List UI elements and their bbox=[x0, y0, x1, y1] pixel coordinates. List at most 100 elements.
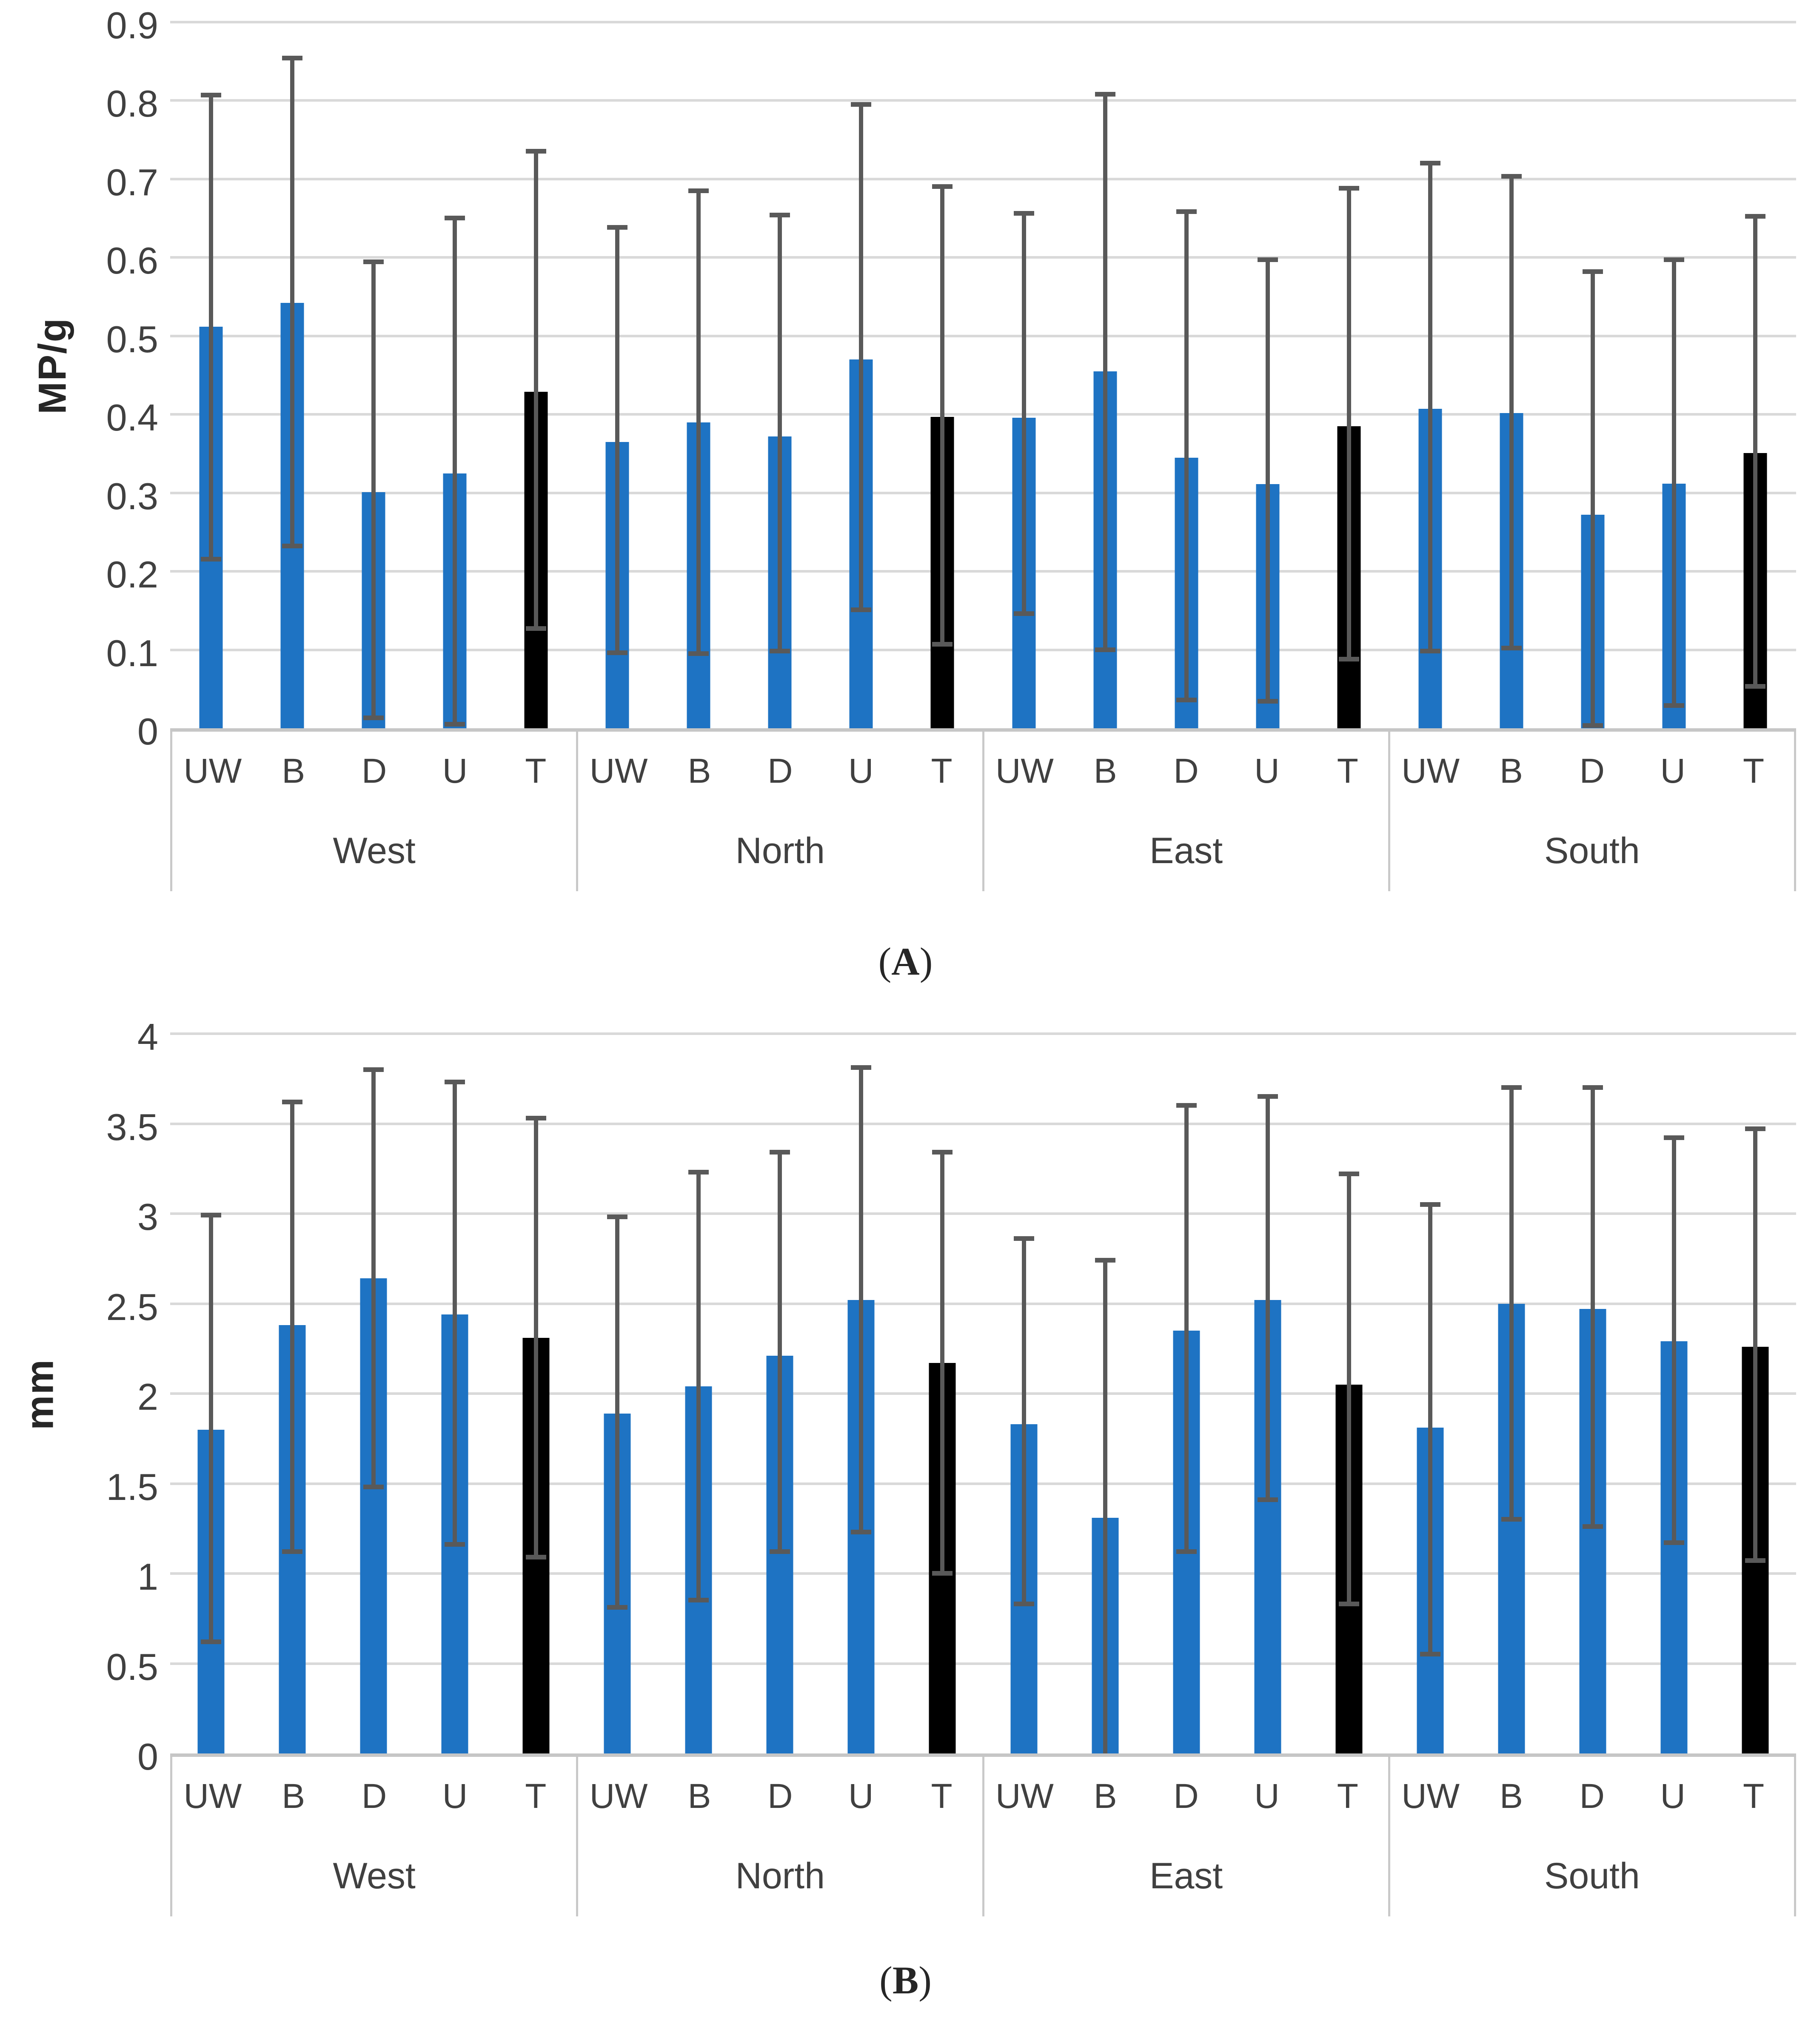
y-tick-label: 2 bbox=[137, 1376, 158, 1418]
error-bar-line bbox=[778, 215, 782, 652]
group-label: East bbox=[1149, 830, 1223, 871]
error-bar-line bbox=[1265, 1097, 1270, 1500]
category-label-row: UW B D U T bbox=[578, 1757, 982, 1836]
y-tick-label: 0.5 bbox=[106, 1645, 158, 1688]
error-bar-cap-bottom bbox=[525, 626, 546, 631]
error-bar-line bbox=[1265, 259, 1270, 702]
y-axis-title-box: mm bbox=[0, 1032, 64, 1757]
group-label: North bbox=[735, 1855, 825, 1896]
y-tick-label: 0.8 bbox=[106, 83, 158, 125]
y-tick-label: 1 bbox=[137, 1556, 158, 1598]
bar-slot-t bbox=[495, 22, 576, 728]
gridline bbox=[170, 413, 1796, 416]
bar-group-north bbox=[577, 1034, 984, 1753]
error-bar-cap-top bbox=[1013, 211, 1034, 216]
error-bar-line bbox=[1103, 94, 1107, 650]
plot-area bbox=[170, 1032, 1796, 1757]
error-bar-line bbox=[1753, 217, 1758, 687]
error-bar-cap-bottom bbox=[607, 650, 628, 655]
bar-slot-u bbox=[1227, 1034, 1308, 1753]
category-label-row: UW B D U T bbox=[578, 732, 982, 810]
gridline bbox=[170, 1392, 1796, 1395]
bar-slot-uw bbox=[577, 22, 658, 728]
y-tick-label: 2.5 bbox=[106, 1286, 158, 1328]
error-bar-cap-bottom bbox=[525, 1554, 546, 1559]
bar-slot-t bbox=[1715, 22, 1796, 728]
bar-slot-uw bbox=[1390, 22, 1471, 728]
error-bar-cap-bottom bbox=[1013, 611, 1034, 616]
error-bar-line bbox=[290, 1102, 294, 1552]
bar-slot-t bbox=[1308, 22, 1389, 728]
bar-slot-d bbox=[333, 22, 414, 728]
category-label: D bbox=[362, 751, 387, 790]
bar-slot-d bbox=[1146, 1034, 1227, 1753]
bar-group-north bbox=[577, 22, 984, 728]
bar-slot-uw bbox=[170, 1034, 251, 1753]
caption-paren-close: ) bbox=[919, 940, 933, 983]
bar-slot-b bbox=[251, 22, 333, 728]
error-bar-cap-top bbox=[363, 1067, 384, 1072]
error-bar-cap-top bbox=[1338, 186, 1359, 191]
y-tick-label: 0 bbox=[137, 1736, 158, 1778]
y-tick-label: 0.9 bbox=[106, 4, 158, 46]
bar-slot-d bbox=[1552, 1034, 1634, 1753]
category-label-row: UW B D U T bbox=[172, 732, 576, 810]
x-axis-group-east: UW B D U T East bbox=[982, 1757, 1388, 1916]
error-bar-cap-top bbox=[1176, 1103, 1197, 1108]
error-bar-cap-top bbox=[851, 1065, 872, 1070]
error-bar-cap-bottom bbox=[851, 1529, 872, 1534]
gridline bbox=[170, 491, 1796, 494]
category-label: U bbox=[848, 751, 874, 790]
bar-slot-u bbox=[1227, 22, 1308, 728]
error-bar-line bbox=[1591, 271, 1595, 726]
error-bar-cap-top bbox=[1420, 1202, 1441, 1207]
gridline bbox=[170, 1572, 1796, 1575]
category-label: UW bbox=[183, 1776, 242, 1816]
error-bar-cap-bottom bbox=[1745, 1558, 1766, 1563]
error-bar-cap-top bbox=[444, 1080, 465, 1085]
error-bar-line bbox=[859, 104, 864, 610]
category-label: D bbox=[1173, 1776, 1199, 1816]
category-label: T bbox=[1337, 1776, 1358, 1816]
x-axis: UW B D U T West UW B D U T North UW B D U T East UW B D U T Sou… bbox=[170, 732, 1796, 891]
bar-slot-t bbox=[1715, 1034, 1796, 1753]
group-label: West bbox=[333, 1855, 416, 1896]
error-bar-cap-bottom bbox=[363, 1484, 384, 1489]
category-label-row: UW B D U T bbox=[984, 1757, 1388, 1836]
error-bar-line bbox=[1103, 1260, 1107, 1753]
category-label: U bbox=[442, 1776, 468, 1816]
error-bar-cap-bottom bbox=[200, 1639, 221, 1644]
group-label: South bbox=[1544, 1855, 1640, 1896]
bar-slot-b bbox=[1471, 1034, 1552, 1753]
error-bar-cap-top bbox=[1420, 161, 1441, 165]
error-bar-line bbox=[1509, 1087, 1514, 1520]
bar-slot-uw bbox=[1390, 1034, 1471, 1753]
category-label: B bbox=[687, 751, 711, 790]
error-bar-cap-bottom bbox=[1338, 1601, 1359, 1606]
category-label: B bbox=[1093, 751, 1117, 790]
error-bar-line bbox=[615, 228, 620, 653]
error-bar-cap-top bbox=[1501, 1085, 1522, 1090]
error-bar-cap-top bbox=[688, 1169, 709, 1175]
bar-slot-uw bbox=[170, 22, 251, 728]
error-bar-cap-bottom bbox=[282, 1549, 302, 1554]
caption-paren-open: ( bbox=[878, 940, 892, 983]
error-bar-line bbox=[1428, 1204, 1433, 1655]
error-bar-cap-top bbox=[1257, 1094, 1278, 1099]
y-tick-label: 0.5 bbox=[106, 318, 158, 360]
error-bar-line bbox=[1184, 1106, 1189, 1552]
error-bar-line bbox=[1672, 259, 1677, 706]
error-bar-line bbox=[1509, 177, 1514, 648]
error-bar-cap-bottom bbox=[607, 1605, 628, 1610]
group-label: West bbox=[333, 830, 416, 871]
category-label: T bbox=[525, 1776, 547, 1816]
error-bar-cap-bottom bbox=[932, 641, 953, 647]
panel-a-chart: MP/g 0.9 0.8 0.7 0.6 0.5 0.4 0.3 0.2 0.1 0 UW B D U T… bbox=[0, 0, 1811, 891]
bar-slot-d bbox=[739, 22, 821, 728]
gridline bbox=[170, 99, 1796, 102]
bar-slot-u bbox=[1634, 22, 1715, 728]
error-bar-cap-bottom bbox=[1501, 1517, 1522, 1522]
caption-paren-open: ( bbox=[879, 1958, 893, 2002]
bar-slot-d bbox=[1552, 22, 1634, 728]
error-bar-cap-top bbox=[932, 184, 953, 189]
